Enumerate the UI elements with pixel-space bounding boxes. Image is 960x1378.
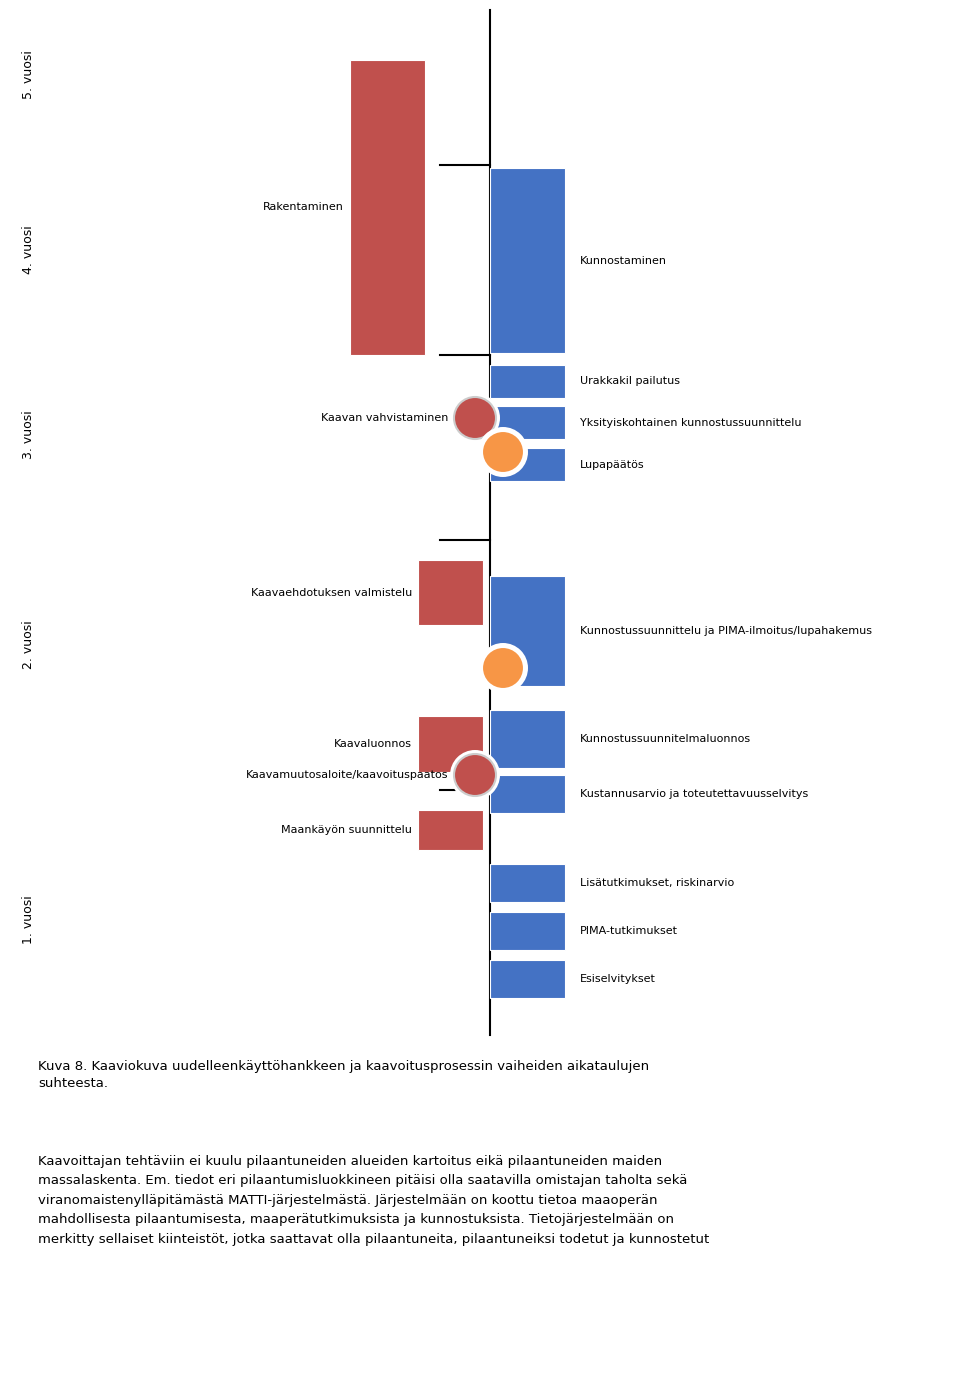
- Text: Kaavan vahvistaminen: Kaavan vahvistaminen: [321, 413, 448, 423]
- Text: 4. vuosi: 4. vuosi: [21, 226, 35, 274]
- Ellipse shape: [478, 427, 528, 477]
- Bar: [490, 365, 565, 398]
- Text: Lisätutkimukset, riskinarvio: Lisätutkimukset, riskinarvio: [580, 878, 734, 887]
- Text: Urakkakil pailutus: Urakkakil pailutus: [580, 376, 680, 386]
- Ellipse shape: [478, 644, 528, 693]
- Text: Kaavaluonnos: Kaavaluonnos: [334, 739, 412, 750]
- Bar: [418, 717, 483, 772]
- Text: Yksityiskohtainen kunnostussuunnittelu: Yksityiskohtainen kunnostussuunnittelu: [580, 418, 802, 427]
- Ellipse shape: [482, 431, 524, 473]
- Text: Kunnostussuunnitelmaluonnos: Kunnostussuunnitelmaluonnos: [580, 734, 751, 744]
- Text: Kaavoittajan tehtäviin ei kuulu pilaantuneiden alueiden kartoitus eikä pilaantun: Kaavoittajan tehtäviin ei kuulu pilaantu…: [38, 1155, 709, 1246]
- Text: Rakentaminen: Rakentaminen: [263, 203, 344, 212]
- Ellipse shape: [482, 648, 524, 689]
- Bar: [418, 559, 483, 626]
- Text: PIMA-tutkimukset: PIMA-tutkimukset: [580, 926, 678, 936]
- Ellipse shape: [454, 754, 496, 796]
- Text: Kaavamuutosaloite/kaavoituspaatos: Kaavamuutosaloite/kaavoituspaatos: [246, 770, 448, 780]
- Text: 3. vuosi: 3. vuosi: [21, 411, 35, 459]
- Bar: [490, 407, 565, 440]
- Bar: [418, 810, 483, 850]
- Text: Maankäyön suunnittelu: Maankäyön suunnittelu: [281, 825, 412, 835]
- Ellipse shape: [454, 397, 496, 440]
- Bar: [490, 710, 565, 768]
- Text: Kunnostaminen: Kunnostaminen: [580, 255, 667, 266]
- Ellipse shape: [450, 393, 500, 442]
- Text: Esiselvitykset: Esiselvitykset: [580, 974, 656, 984]
- Bar: [490, 774, 565, 813]
- Text: Lupapäätös: Lupapäätös: [580, 459, 644, 470]
- Text: Kustannusarvio ja toteutettavuusselvitys: Kustannusarvio ja toteutettavuusselvitys: [580, 790, 808, 799]
- Text: 2. vuosi: 2. vuosi: [21, 620, 35, 670]
- Ellipse shape: [450, 750, 500, 801]
- Text: 5. vuosi: 5. vuosi: [21, 51, 35, 99]
- Text: Kuva 8. Kaaviokuva uudelleenkäyttöhankkeen ja kaavoitusprosessin vaiheiden aikat: Kuva 8. Kaaviokuva uudelleenkäyttöhankke…: [38, 1060, 650, 1090]
- Bar: [490, 576, 565, 686]
- Bar: [490, 960, 565, 998]
- Text: Kunnostussuunnittelu ja PIMA-ilmoitus/lupahakemus: Kunnostussuunnittelu ja PIMA-ilmoitus/lu…: [580, 626, 872, 637]
- Bar: [490, 912, 565, 949]
- Bar: [350, 61, 425, 356]
- Bar: [490, 448, 565, 481]
- Bar: [490, 864, 565, 903]
- Text: Kaavaehdotuksen valmistelu: Kaavaehdotuksen valmistelu: [251, 587, 412, 598]
- Bar: [490, 168, 565, 353]
- Text: 1. vuosi: 1. vuosi: [21, 896, 35, 944]
